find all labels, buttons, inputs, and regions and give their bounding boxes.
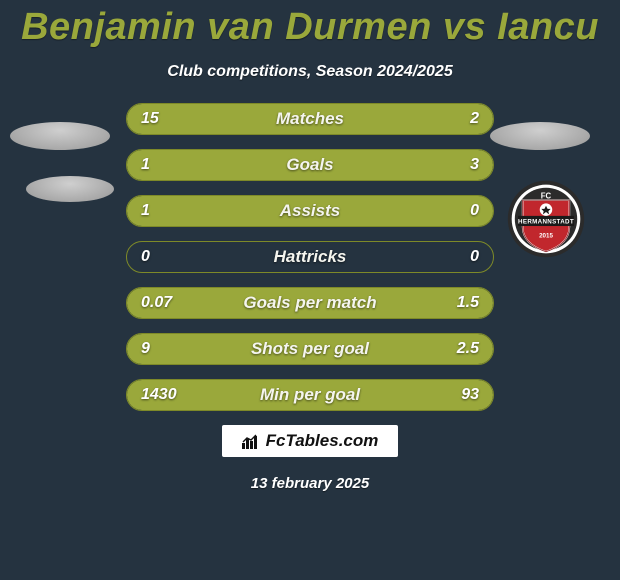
ellipse-shape	[26, 176, 114, 202]
stat-row: 92.5Shots per goal	[126, 333, 494, 365]
ellipse-shape	[490, 122, 590, 150]
club-badge-icon: FC HERMANNSTADT 2015	[507, 180, 585, 258]
stat-row: 00Hattricks	[126, 241, 494, 273]
brand-box: FcTables.com	[222, 425, 399, 457]
stat-row: 0.071.5Goals per match	[126, 287, 494, 319]
svg-text:HERMANNSTADT: HERMANNSTADT	[518, 219, 574, 226]
stat-row: 152Matches	[126, 103, 494, 135]
stat-label: Goals per match	[127, 288, 493, 318]
stat-label: Goals	[127, 150, 493, 180]
page-title: Benjamin van Durmen vs Iancu	[0, 0, 620, 49]
svg-text:FC: FC	[541, 192, 552, 201]
bars-icon	[242, 433, 260, 449]
ellipse-shape	[10, 122, 110, 150]
stat-label: Min per goal	[127, 380, 493, 410]
stat-label: Matches	[127, 104, 493, 134]
stat-label: Hattricks	[127, 242, 493, 272]
page-subtitle: Club competitions, Season 2024/2025	[0, 63, 620, 81]
stat-row: 10Assists	[126, 195, 494, 227]
stat-row: 13Goals	[126, 149, 494, 181]
stats-container: 152Matches 13Goals 10Assists 00Hattricks 0.0…	[126, 103, 494, 411]
brand-footer: FcTables.com	[0, 425, 620, 457]
stat-label: Assists	[127, 196, 493, 226]
stat-label: Shots per goal	[127, 334, 493, 364]
stat-row: 143093Min per goal	[126, 379, 494, 411]
footer-date: 13 february 2025	[0, 475, 620, 492]
svg-text:2015: 2015	[539, 233, 553, 240]
brand-text: FcTables.com	[266, 431, 379, 451]
